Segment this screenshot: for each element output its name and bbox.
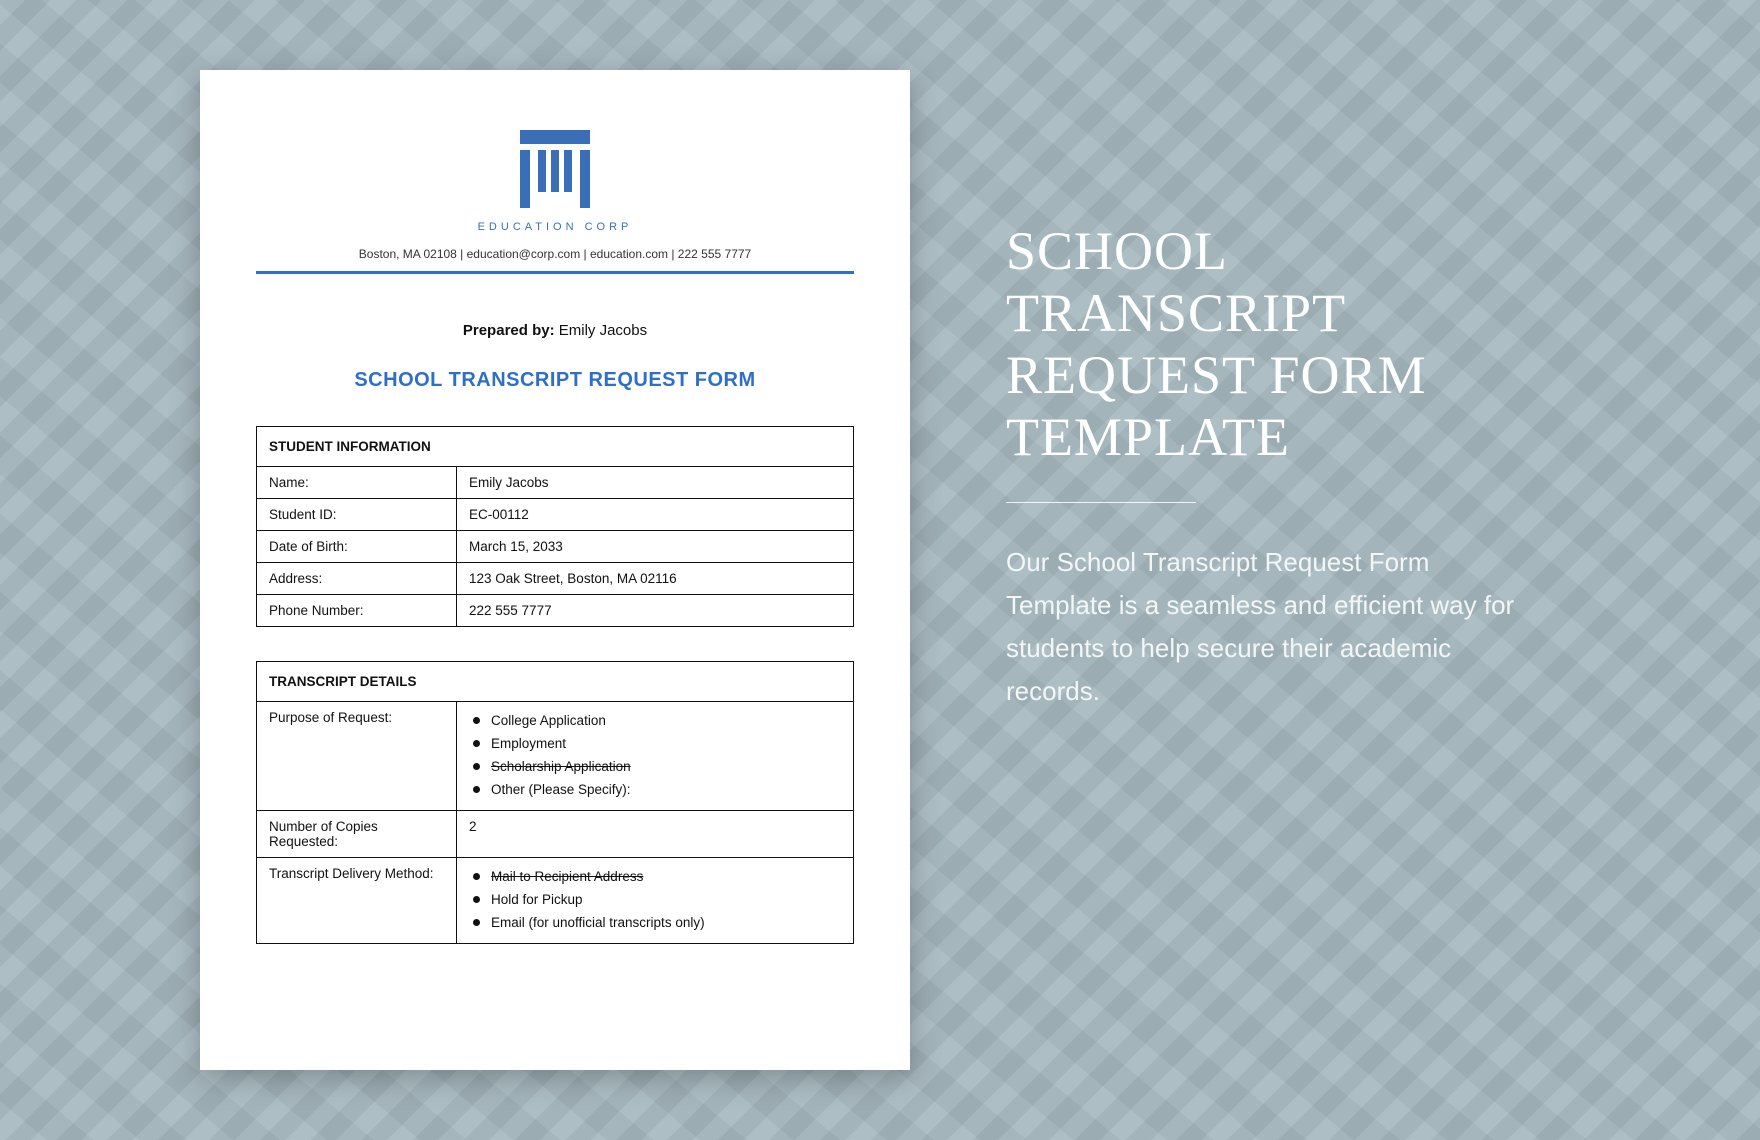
field-label: Phone Number: (257, 595, 457, 627)
transcript-details-table: TRANSCRIPT DETAILS Purpose of Request: C… (256, 661, 854, 944)
field-label: Address: (257, 563, 457, 595)
list-item: Mail to Recipient Address (473, 866, 841, 889)
student-information-table: STUDENT INFORMATION Name: Emily Jacobs S… (256, 426, 854, 627)
list-item: Employment (473, 733, 841, 756)
form-title: SCHOOL TRANSCRIPT REQUEST FORM (256, 369, 854, 392)
pillar-logo-icon (510, 130, 600, 208)
field-value: EC-00112 (457, 499, 854, 531)
prepared-by-label: Prepared by: (463, 322, 555, 339)
field-label: Name: (257, 467, 457, 499)
side-divider (1006, 502, 1196, 503)
field-value: 123 Oak Street, Boston, MA 02116 (457, 563, 854, 595)
document-page: EDUCATION CORP Boston, MA 02108 | educat… (200, 70, 910, 1070)
student-info-header: STUDENT INFORMATION (257, 427, 854, 467)
table-row: Student ID: EC-00112 (257, 499, 854, 531)
table-row: Name: Emily Jacobs (257, 467, 854, 499)
field-value: Emily Jacobs (457, 467, 854, 499)
side-panel: SCHOOL TRANSCRIPT REQUEST FORM TEMPLATE … (1006, 220, 1566, 713)
list-item: Scholarship Application (473, 756, 841, 779)
prepared-by: Prepared by: Emily Jacobs (256, 322, 854, 339)
header-divider (256, 271, 854, 274)
side-description: Our School Transcript Request Form Templ… (1006, 541, 1526, 713)
table-row: Address: 123 Oak Street, Boston, MA 0211… (257, 563, 854, 595)
contact-line: Boston, MA 02108 | education@corp.com | … (256, 247, 854, 261)
table-row: Number of Copies Requested: 2 (257, 810, 854, 857)
field-value: Mail to Recipient Address Hold for Picku… (457, 857, 854, 943)
purpose-options: College Application Employment Scholarsh… (469, 710, 841, 802)
table-row: Date of Birth: March 15, 2033 (257, 531, 854, 563)
delivery-options: Mail to Recipient Address Hold for Picku… (469, 866, 841, 935)
field-label: Transcript Delivery Method: (257, 857, 457, 943)
list-item: Hold for Pickup (473, 889, 841, 912)
table-row: Purpose of Request: College Application … (257, 702, 854, 811)
field-label: Date of Birth: (257, 531, 457, 563)
list-item: Email (for unofficial transcripts only) (473, 912, 841, 935)
field-label: Number of Copies Requested: (257, 810, 457, 857)
side-title: SCHOOL TRANSCRIPT REQUEST FORM TEMPLATE (1006, 220, 1566, 468)
field-value: 2 (457, 810, 854, 857)
field-value: 222 555 7777 (457, 595, 854, 627)
table-row: Transcript Delivery Method: Mail to Reci… (257, 857, 854, 943)
field-value: College Application Employment Scholarsh… (457, 702, 854, 811)
letterhead: EDUCATION CORP (256, 130, 854, 233)
list-item: College Application (473, 710, 841, 733)
field-label: Student ID: (257, 499, 457, 531)
logo-company-name: EDUCATION CORP (256, 221, 854, 233)
list-item: Other (Please Specify): (473, 779, 841, 802)
field-value: March 15, 2033 (457, 531, 854, 563)
transcript-details-header: TRANSCRIPT DETAILS (257, 662, 854, 702)
prepared-by-value: Emily Jacobs (559, 322, 647, 339)
field-label: Purpose of Request: (257, 702, 457, 811)
table-row: Phone Number: 222 555 7777 (257, 595, 854, 627)
